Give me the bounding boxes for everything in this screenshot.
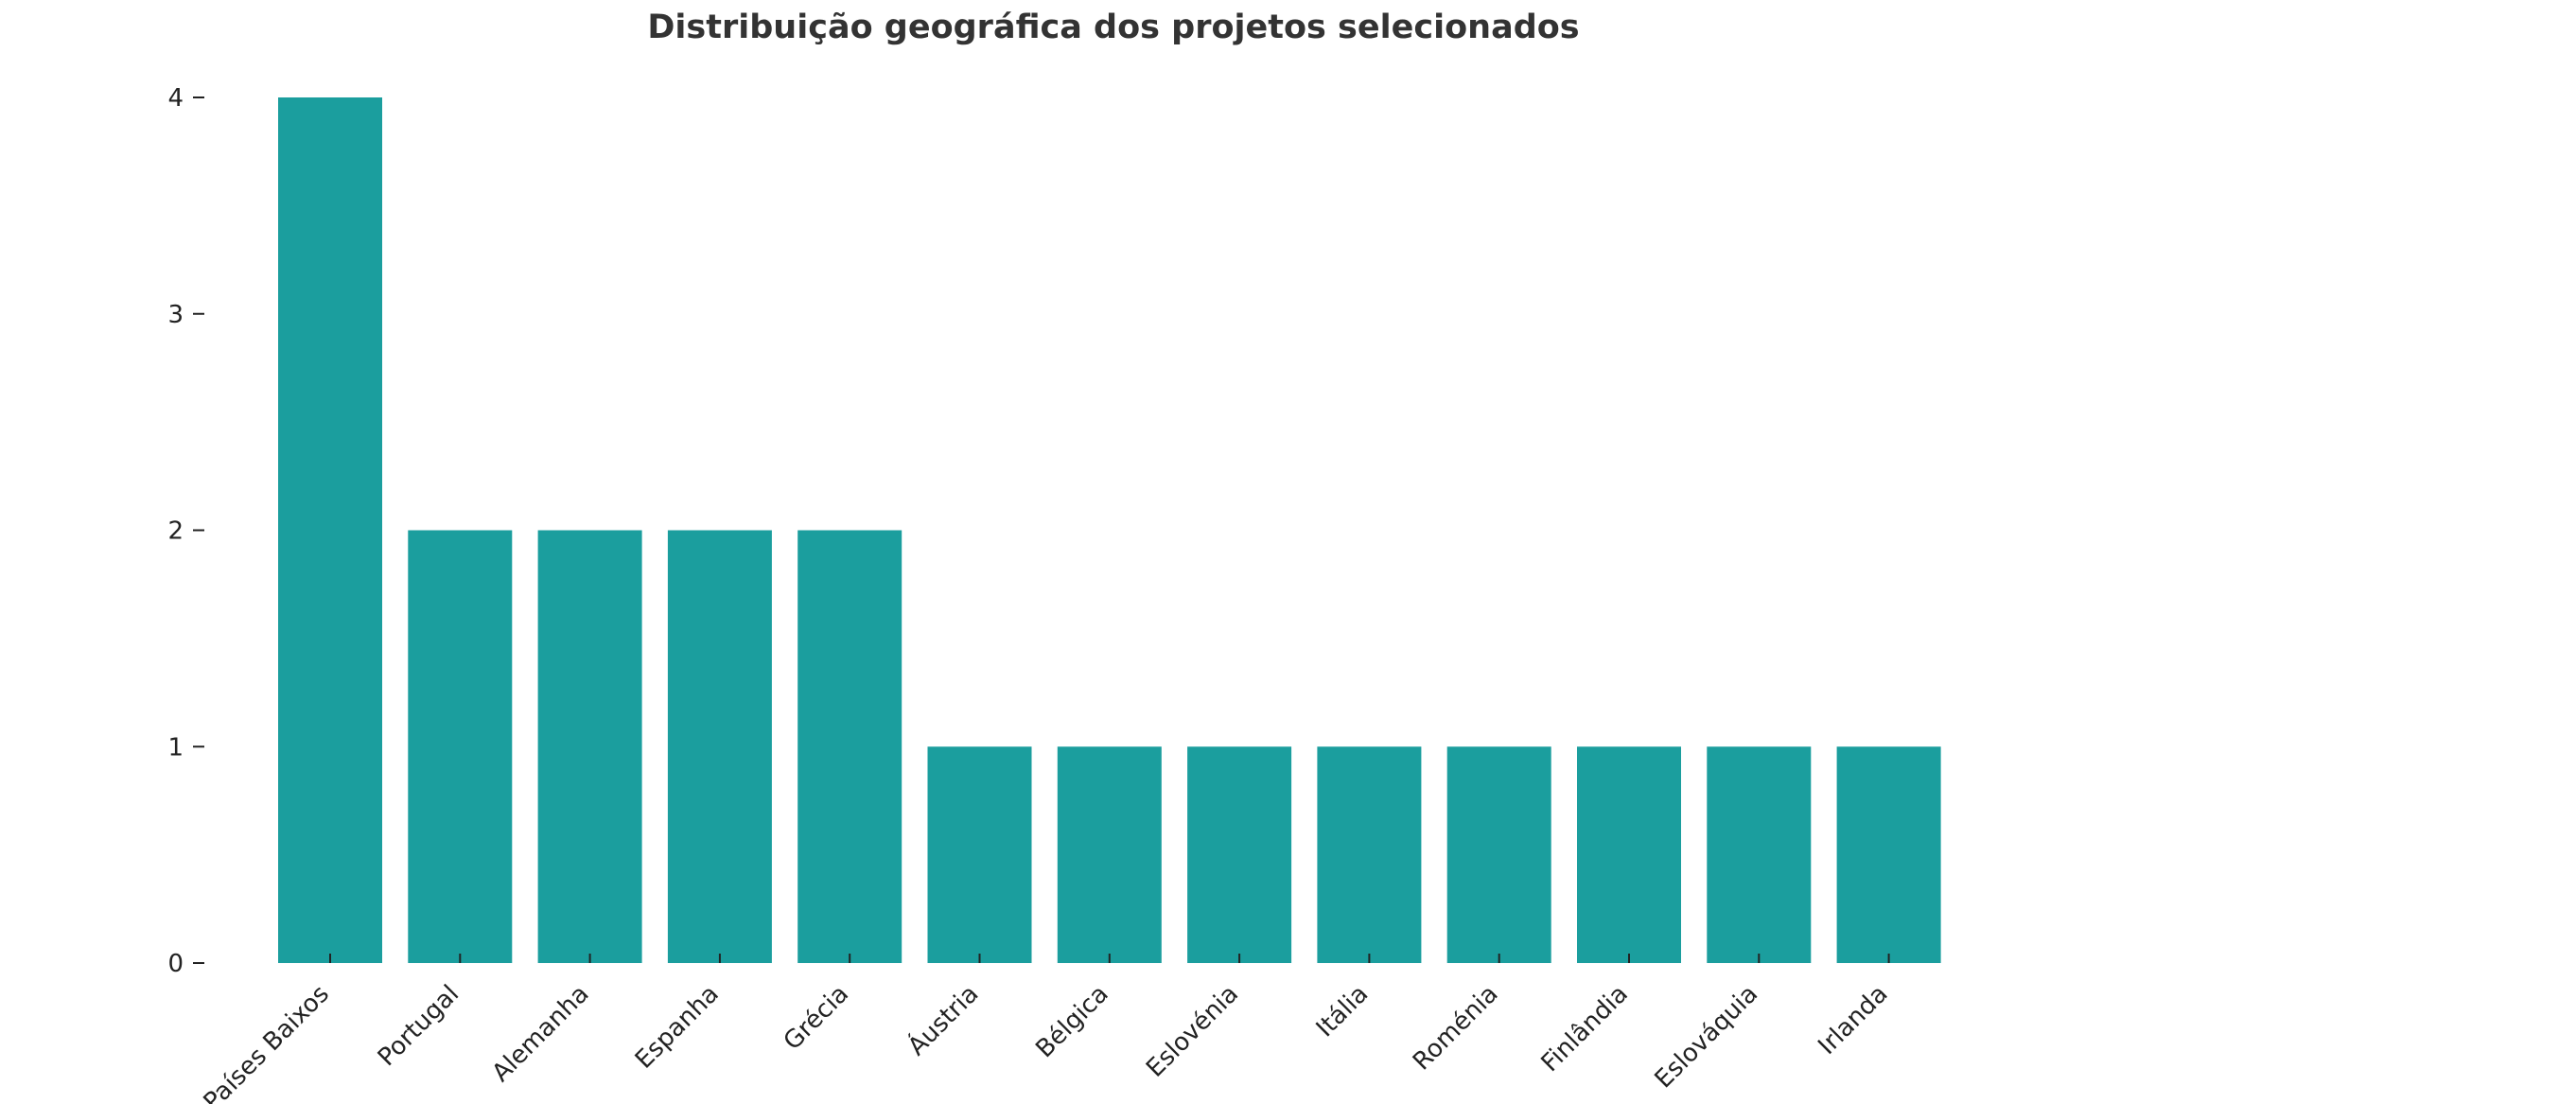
x-tick-label: Irlanda: [1813, 980, 1893, 1060]
x-tick-label: Países Baixos: [199, 980, 335, 1104]
bar: [1707, 746, 1812, 963]
bar: [1446, 746, 1551, 963]
bar: [927, 746, 1032, 963]
x-tick-label: Finlândia: [1536, 980, 1634, 1078]
x-tick-label: Itália: [1311, 980, 1375, 1043]
x-tick-label: Grécia: [779, 980, 854, 1056]
x-tick-label: Áustria: [902, 978, 985, 1061]
x-tick-label: Bélgica: [1030, 980, 1113, 1063]
x-tick-label: Roménia: [1408, 980, 1504, 1077]
bar: [1836, 746, 1941, 963]
x-tick-label: Espanha: [630, 980, 725, 1075]
bar: [278, 97, 382, 963]
y-tick-label: 0: [167, 950, 184, 978]
bar: [1057, 746, 1162, 963]
y-tick-label: 4: [167, 84, 184, 113]
x-tick-label: Alemanha: [487, 980, 595, 1088]
x-tick-label: Eslováquia: [1650, 980, 1764, 1095]
x-tick-label: Portugal: [373, 980, 464, 1072]
bar-series: [278, 97, 1941, 963]
y-tick-label: 2: [167, 517, 184, 546]
chart-title: Distribuição geográfica dos projetos sel…: [647, 9, 1579, 46]
x-axis: Países Baixos Portugal Alemanha Espanha Gréc…: [199, 954, 1894, 1104]
bar: [667, 530, 772, 963]
y-tick-label: 1: [167, 733, 184, 762]
bar: [1187, 746, 1292, 963]
bar: [537, 530, 642, 963]
bar: [797, 530, 902, 963]
y-tick-label: 3: [167, 301, 184, 329]
x-tick-label: Eslovénia: [1141, 980, 1244, 1083]
bar: [408, 530, 513, 963]
bar: [1577, 746, 1681, 963]
bar: [1317, 746, 1422, 963]
y-axis: 0 1 2 3 4: [167, 84, 204, 978]
